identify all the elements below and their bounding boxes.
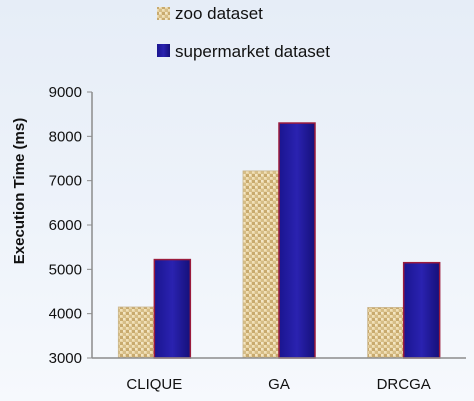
legend-swatch-supermarket-dataset (157, 44, 170, 57)
bar-ga-supermarket-dataset (278, 122, 316, 359)
bars (117, 122, 441, 359)
y-axis-ticks: 3000 4000 5000 6000 7000 8000 9000 (49, 84, 92, 367)
y-tick-label-9000: 9000 (49, 84, 82, 101)
legend: zoo dataset supermarket dataset (157, 4, 330, 61)
x-category-label-ga: GA (268, 376, 290, 393)
legend-label-supermarket-dataset: supermarket dataset (175, 42, 330, 61)
y-tick-label-3000: 3000 (49, 350, 82, 367)
y-tick-label-6000: 6000 (49, 217, 82, 234)
bar-ga-zoo-dataset (242, 170, 280, 359)
bar-drcga-supermarket-dataset (402, 261, 441, 359)
legend-swatch-zoo-dataset (157, 7, 170, 20)
x-category-label-drcga: DRCGA (377, 376, 431, 393)
y-axis-title: Execution Time (ms) (11, 118, 28, 264)
x-category-label-clique: CLIQUE (126, 376, 182, 393)
legend-label-zoo-dataset: zoo dataset (175, 4, 263, 23)
y-tick-label-5000: 5000 (49, 261, 82, 278)
y-tick-label-4000: 4000 (49, 306, 82, 323)
y-tick-label-8000: 8000 (49, 128, 82, 145)
bar-drcga-zoo-dataset (367, 307, 405, 359)
x-axis-labels: CLIQUE GA DRCGA (126, 376, 430, 393)
bar-clique-supermarket-dataset (153, 258, 192, 359)
y-tick-label-7000: 7000 (49, 173, 82, 190)
bar-clique-zoo-dataset (117, 306, 155, 359)
